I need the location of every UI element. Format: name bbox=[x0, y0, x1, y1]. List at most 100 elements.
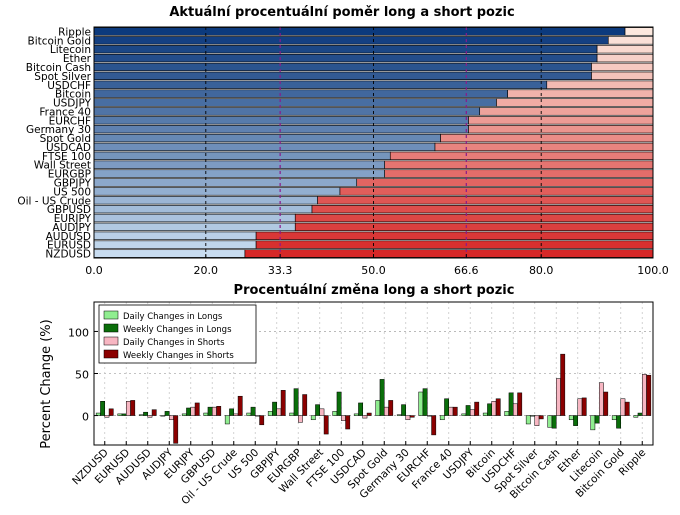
short-bar bbox=[468, 125, 654, 134]
change-bar bbox=[212, 406, 217, 416]
change-bar bbox=[181, 413, 187, 416]
long-bar bbox=[93, 187, 341, 196]
category-label: Ether bbox=[63, 53, 92, 65]
change-bar bbox=[482, 412, 488, 416]
change-bar bbox=[310, 415, 316, 421]
change-bar bbox=[272, 401, 278, 416]
category-label: Bitcoin bbox=[55, 89, 91, 101]
long-bar bbox=[93, 151, 391, 160]
change-bar bbox=[633, 415, 639, 418]
long-bar bbox=[93, 222, 296, 232]
change-bar bbox=[474, 401, 480, 416]
change-bar bbox=[108, 408, 114, 416]
change-bar bbox=[190, 406, 196, 416]
change-bar bbox=[280, 390, 286, 416]
change-bar bbox=[396, 414, 402, 416]
change-bar bbox=[259, 415, 265, 426]
change-bar bbox=[581, 397, 587, 416]
category-label: GBPJPY bbox=[54, 177, 92, 189]
change-bar bbox=[255, 415, 260, 417]
x-tick-label: 20.0 bbox=[194, 264, 219, 277]
change-bar bbox=[126, 401, 131, 416]
long-bar bbox=[93, 125, 469, 134]
change-bar bbox=[100, 401, 105, 416]
change-bar bbox=[637, 412, 643, 416]
long-bar bbox=[93, 53, 598, 63]
change-bar bbox=[418, 391, 424, 416]
long-bar bbox=[93, 89, 508, 98]
change-bar bbox=[293, 388, 299, 416]
long-bar bbox=[93, 62, 592, 72]
long-bar bbox=[93, 71, 592, 81]
short-bar bbox=[311, 204, 654, 214]
short-bar bbox=[479, 107, 654, 116]
short-bar bbox=[294, 222, 654, 232]
category-label: France 40 bbox=[39, 106, 91, 118]
short-bar bbox=[507, 89, 654, 98]
short-bar bbox=[255, 231, 654, 240]
change-bar bbox=[298, 415, 303, 423]
category-label: Litecoin bbox=[50, 44, 91, 56]
change-bar bbox=[332, 411, 338, 416]
x-tick-label: 100.0 bbox=[637, 264, 669, 277]
long-bar bbox=[93, 213, 296, 223]
change-bar bbox=[358, 402, 364, 416]
change-bar bbox=[577, 398, 583, 416]
change-bar bbox=[508, 392, 514, 416]
x-tick-label: 80.0 bbox=[529, 264, 554, 277]
change-bar bbox=[379, 379, 385, 416]
change-bar bbox=[169, 415, 174, 421]
short-bar bbox=[591, 71, 654, 81]
long-bar bbox=[93, 169, 385, 178]
change-bar bbox=[117, 413, 123, 416]
long-bar bbox=[93, 107, 481, 116]
change-bar bbox=[487, 403, 493, 416]
change-bar bbox=[603, 391, 609, 416]
change-bar bbox=[319, 408, 325, 416]
long-bar bbox=[93, 27, 626, 36]
change-bar bbox=[341, 415, 346, 421]
long-bar bbox=[93, 36, 609, 45]
change-bar bbox=[530, 415, 536, 417]
x-tick-label: 50.0 bbox=[361, 264, 386, 277]
chart-title-bottom: Procentuální změna long a short pozic bbox=[234, 283, 515, 298]
change-bar bbox=[345, 415, 351, 430]
change-bar bbox=[194, 402, 200, 416]
change-bar bbox=[611, 415, 617, 421]
short-bar bbox=[384, 169, 654, 178]
short-bar bbox=[440, 133, 654, 143]
change-bar bbox=[336, 391, 342, 416]
legend-swatch bbox=[103, 310, 119, 320]
change-bar bbox=[250, 406, 256, 416]
change-bar bbox=[439, 415, 445, 421]
change-bar bbox=[431, 415, 437, 436]
change-bar bbox=[465, 405, 471, 416]
change-bar bbox=[427, 415, 432, 417]
change-bar bbox=[104, 415, 110, 418]
category-label: Oil - US Crude bbox=[17, 195, 91, 207]
legend-swatch bbox=[103, 336, 119, 346]
change-bar bbox=[620, 398, 626, 416]
short-bar bbox=[255, 240, 654, 249]
short-bar bbox=[339, 187, 654, 196]
change-bar bbox=[470, 409, 475, 416]
change-bar bbox=[534, 415, 540, 426]
change-bar bbox=[289, 412, 295, 416]
change-bar bbox=[517, 392, 523, 416]
category-label: Wall Street bbox=[34, 160, 91, 172]
short-bar bbox=[468, 116, 654, 125]
y-tick-label: 100 bbox=[68, 326, 89, 339]
change-bar bbox=[513, 403, 518, 416]
long-bar bbox=[93, 240, 257, 249]
bottom-grouped-bar-chart: 050100NZDUSDEURUSDAUDUSDAUDJPYEURJPYGBPU… bbox=[68, 301, 654, 507]
change-bar bbox=[444, 398, 450, 416]
change-bar bbox=[573, 415, 579, 426]
change-bar bbox=[547, 415, 553, 428]
change-bar bbox=[616, 415, 622, 429]
legend-swatch bbox=[103, 349, 119, 359]
long-bar bbox=[93, 160, 385, 169]
change-bar bbox=[130, 400, 136, 416]
change-bar bbox=[448, 406, 454, 416]
